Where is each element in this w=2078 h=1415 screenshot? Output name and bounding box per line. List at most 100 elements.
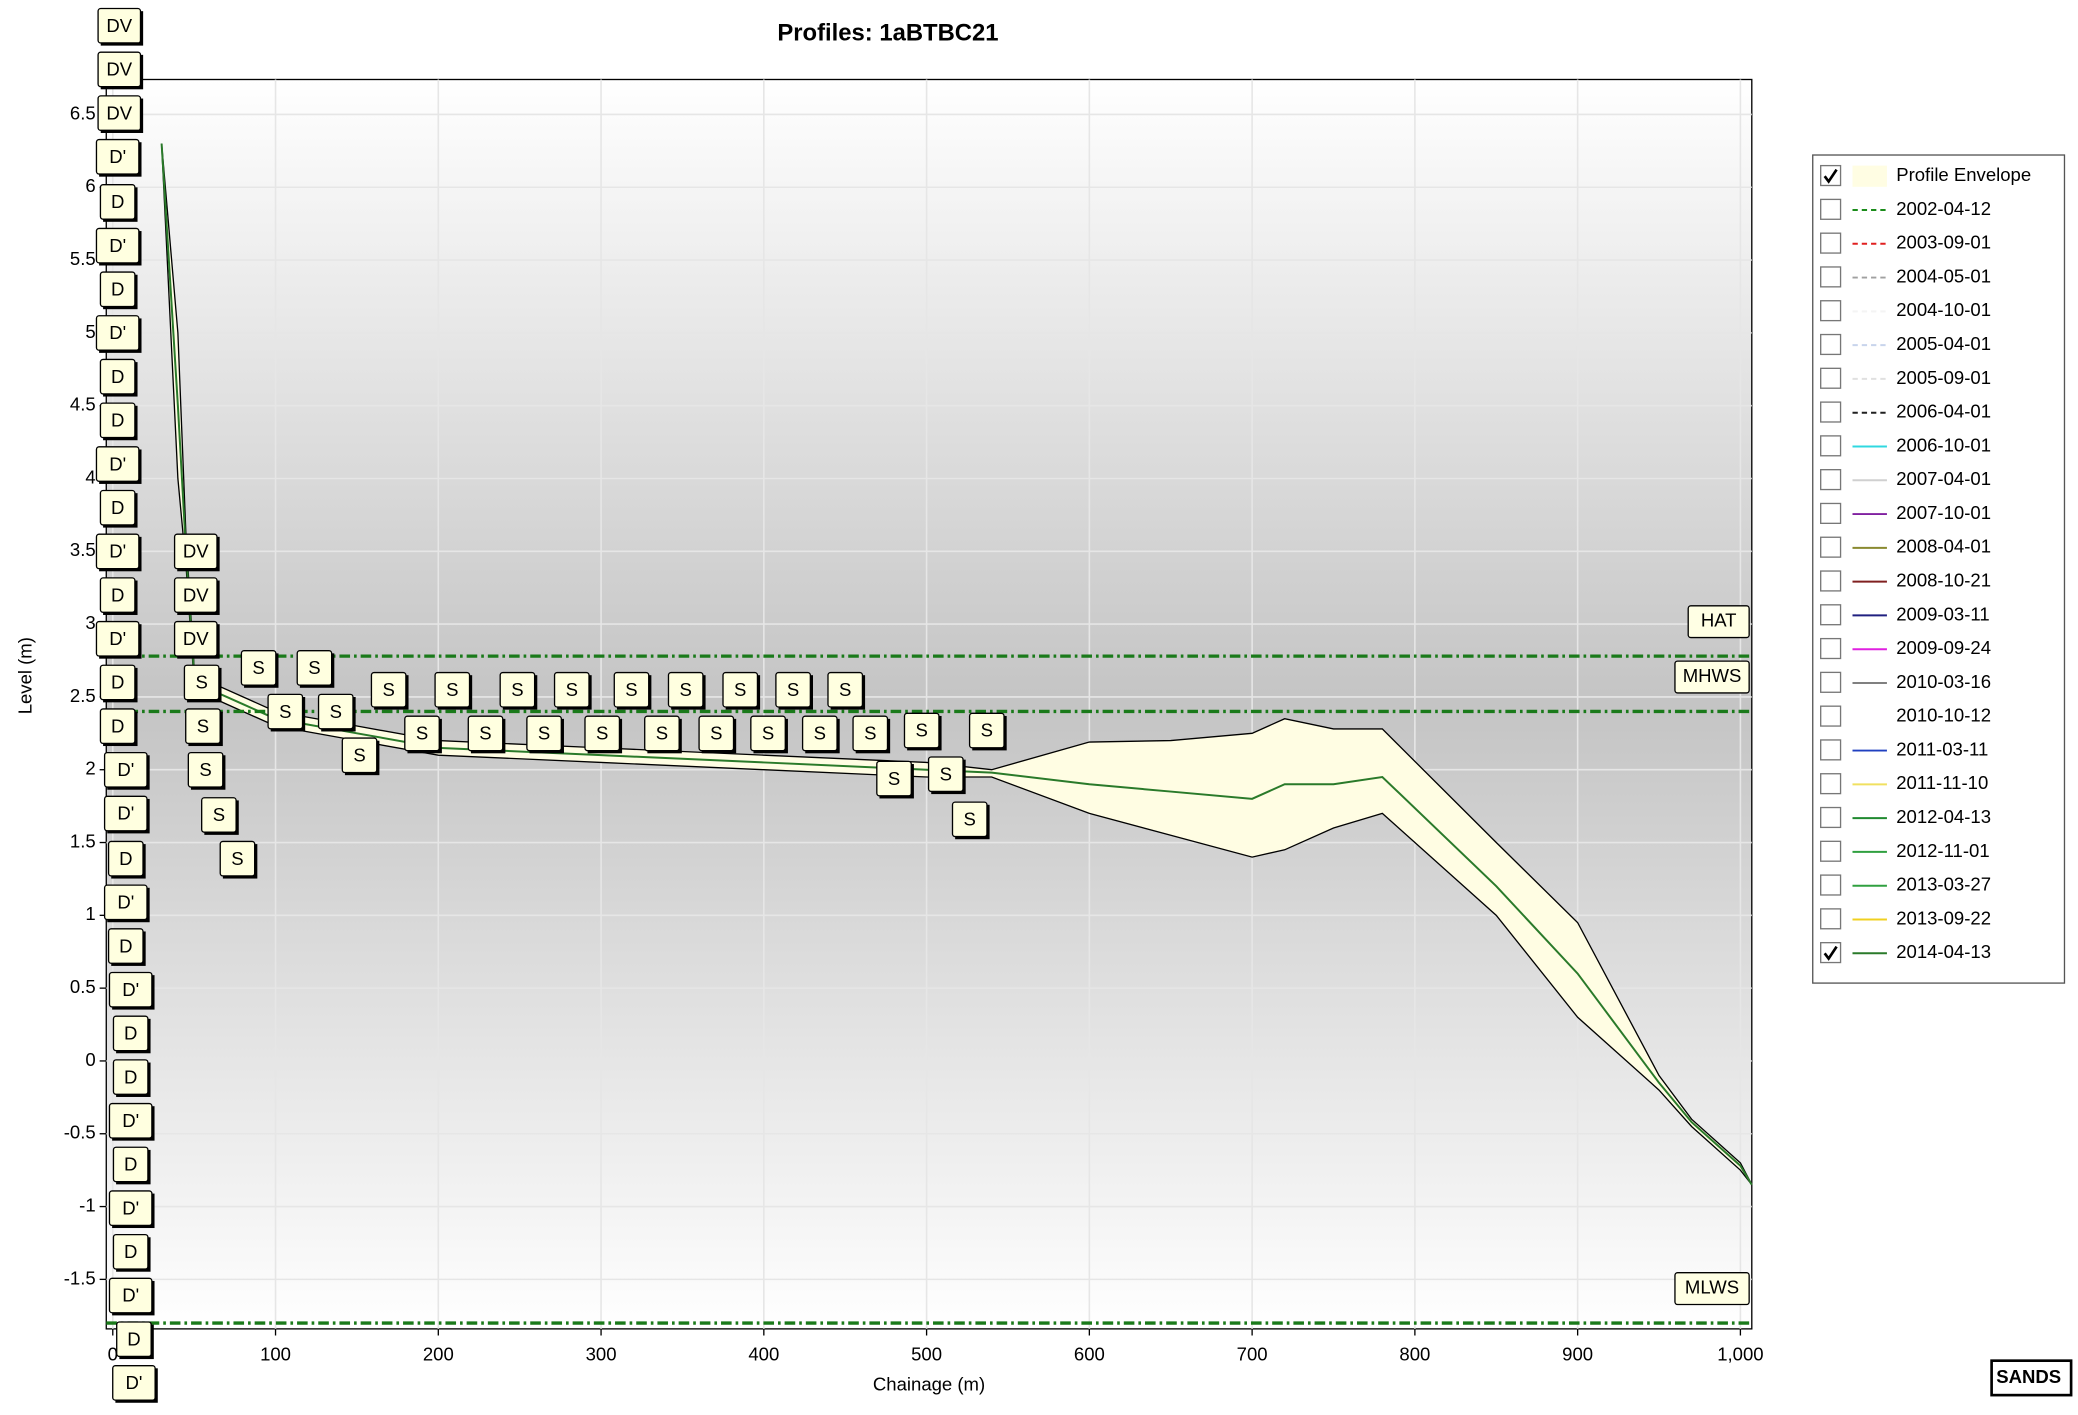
point-label: DV: [106, 102, 132, 123]
point-label-box: [99, 489, 136, 526]
x-tick-label: 100: [260, 1343, 291, 1364]
point-label-box: [99, 708, 136, 745]
legend-label: 2010-03-16: [1896, 671, 1991, 692]
y-tick-label: 4: [85, 466, 95, 487]
legend-label: 2008-10-21: [1896, 570, 1991, 591]
point-label-box: [95, 533, 140, 570]
point-label: D: [111, 279, 124, 300]
level-label: MLWS: [1685, 1276, 1739, 1297]
legend-label: 2005-09-01: [1896, 367, 1991, 388]
point-label-box: [267, 693, 304, 730]
legend-checkbox: [1820, 266, 1842, 288]
x-tick-label: 600: [1074, 1343, 1105, 1364]
point-label: D: [127, 1328, 140, 1349]
point-label-box: [750, 715, 786, 752]
point-label: S: [864, 723, 876, 744]
legend-label: 2006-04-01: [1896, 401, 1991, 422]
point-label-box: [951, 801, 988, 838]
point-label: D: [111, 715, 124, 736]
y-tick-label: 3.5: [70, 539, 96, 560]
point-label-box: [613, 671, 650, 708]
point-label: S: [231, 848, 243, 869]
point-label: S: [888, 768, 900, 789]
legend-checkbox: [1820, 874, 1842, 896]
point-label: S: [656, 723, 668, 744]
point-label: S: [511, 679, 523, 700]
point-label-box: [927, 756, 964, 793]
point-label-box: [116, 1321, 152, 1358]
x-tick-label: 1,000: [1717, 1343, 1763, 1364]
point-label: S: [596, 723, 608, 744]
point-label: DV: [106, 15, 132, 36]
point-label-box: [852, 715, 889, 752]
point-label: S: [916, 720, 928, 741]
point-label: D': [122, 1110, 139, 1131]
legend-check: [1823, 168, 1838, 184]
point-label: S: [680, 679, 692, 700]
x-tick-label: 900: [1562, 1343, 1593, 1364]
point-label: D': [109, 146, 126, 167]
point-label: D: [111, 191, 124, 212]
y-tick-label: 5: [85, 321, 95, 342]
legend-label: 2010-10-12: [1896, 705, 1991, 726]
point-label: S: [446, 679, 458, 700]
point-label: S: [940, 763, 952, 784]
legend-checkbox: [1820, 401, 1842, 423]
point-label: D': [117, 892, 134, 913]
legend-checkbox: [1820, 705, 1842, 727]
legend-checkbox: [1820, 840, 1842, 862]
point-label-box: [968, 712, 1005, 749]
legend-checkbox: [1820, 435, 1842, 457]
point-label-box: [644, 715, 680, 752]
point-label: D: [124, 1066, 137, 1087]
legend-label: 2011-11-10: [1896, 772, 1988, 793]
legend-checkbox: [1820, 198, 1842, 220]
y-tick-label: 6: [85, 175, 95, 196]
point-label: S: [195, 672, 207, 693]
legend-checkbox: [1820, 773, 1842, 795]
point-label-box: [99, 664, 136, 701]
chart-title: Profiles: 1aBTBC21: [777, 20, 998, 47]
point-label-box: [341, 737, 378, 774]
legend-checkbox: [1820, 671, 1842, 693]
point-label: D': [117, 803, 134, 824]
point-label-box: [240, 650, 277, 686]
level-label-box: [1674, 1272, 1750, 1306]
point-label: D': [122, 1197, 139, 1218]
y-tick-label: 1: [85, 903, 95, 924]
point-label-box: [107, 840, 144, 877]
point-label-box: [553, 671, 590, 708]
point-label: D: [119, 848, 132, 869]
point-label: D': [109, 235, 126, 256]
level-label-box: [1674, 660, 1750, 694]
legend-label: 2005-04-01: [1896, 333, 1991, 354]
point-label-box: [584, 715, 621, 752]
y-tick-label: 0: [85, 1049, 95, 1070]
y-tick-label: 1.5: [70, 830, 96, 851]
y-tick-label: -0.5: [64, 1122, 96, 1143]
point-label: S: [964, 809, 976, 830]
point-label: D: [111, 584, 124, 605]
point-label-box: [317, 693, 354, 730]
legend-label: 2013-09-22: [1896, 907, 1991, 928]
point-label-box: [722, 671, 759, 708]
point-label: D': [109, 541, 126, 562]
point-label-box: [108, 1190, 153, 1227]
point-label-box: [95, 620, 140, 657]
point-label-box: [876, 760, 912, 797]
point-label: D: [111, 672, 124, 693]
legend-checkbox: [1820, 232, 1842, 254]
point-label-box: [112, 1146, 149, 1183]
point-label-box: [185, 708, 221, 745]
point-label-box: [667, 671, 704, 708]
point-label: S: [839, 679, 851, 700]
point-label-box: [103, 884, 148, 921]
legend-label: 2007-10-01: [1896, 502, 1991, 523]
point-label: DV: [183, 584, 209, 605]
point-label-box: [434, 671, 471, 708]
legend-check: [1823, 945, 1838, 961]
point-label: S: [382, 679, 394, 700]
point-label: S: [566, 679, 578, 700]
level-label-box: [1687, 605, 1750, 639]
